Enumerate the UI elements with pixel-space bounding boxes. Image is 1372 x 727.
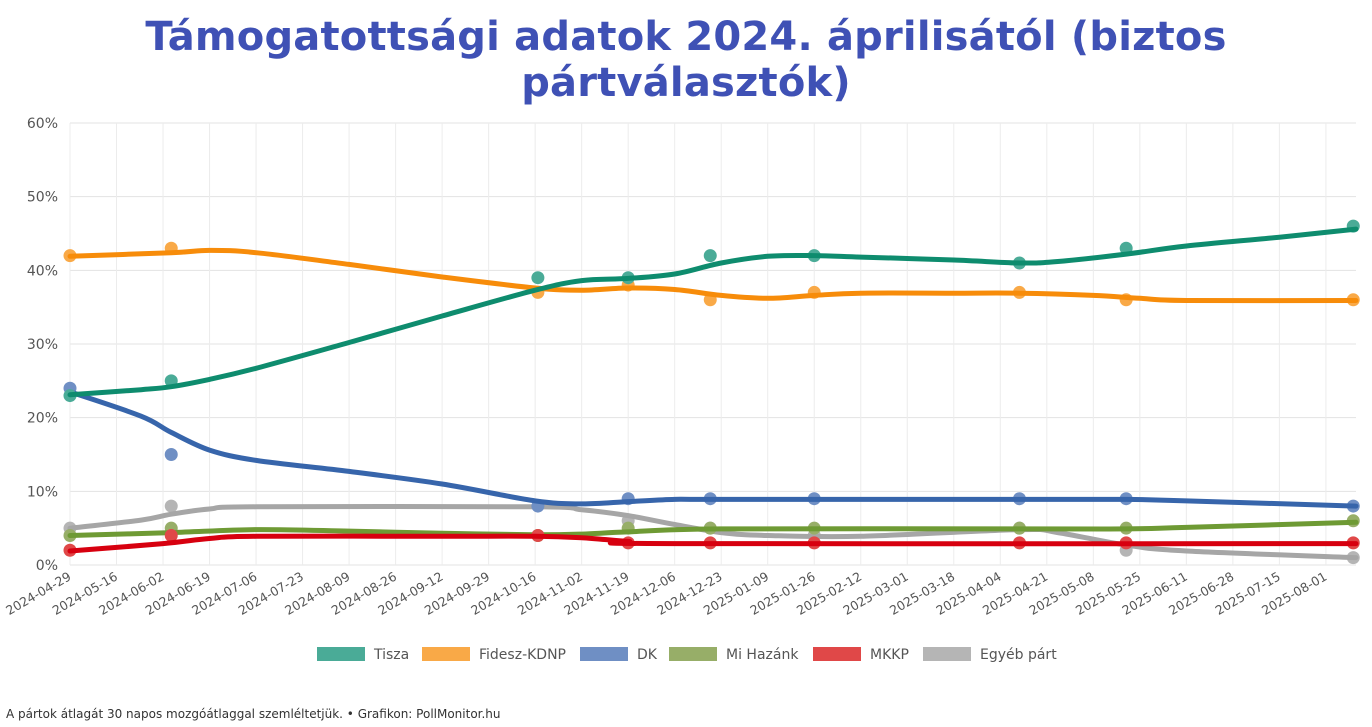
legend-label: DK bbox=[637, 647, 658, 663]
data-point-tisza[interactable] bbox=[703, 249, 717, 263]
legend-item-egy-b-p-rt[interactable]: Egyéb párt bbox=[923, 647, 1057, 663]
y-tick-label: 40% bbox=[27, 263, 58, 279]
series-mkkp bbox=[63, 529, 1360, 557]
series-dk bbox=[63, 381, 1360, 513]
legend-label: MKKP bbox=[870, 647, 909, 663]
data-point-mkkp[interactable] bbox=[164, 529, 178, 543]
series-fidesz-kdnp bbox=[63, 241, 1360, 307]
legend-swatch bbox=[317, 647, 365, 661]
y-tick-label: 20% bbox=[27, 411, 58, 427]
footer-note: A pártok átlagát 30 napos mozgóátlaggal … bbox=[6, 707, 501, 721]
data-point-tisza[interactable] bbox=[531, 271, 545, 285]
trend-line-tisza bbox=[67, 226, 1359, 398]
y-tick-label: 50% bbox=[27, 190, 58, 206]
trend-line-egy-b-p-rt bbox=[67, 503, 1359, 561]
series-lines bbox=[63, 219, 1360, 565]
legend-item-dk[interactable]: DK bbox=[580, 647, 658, 663]
data-point-egy-b-p-rt[interactable] bbox=[164, 499, 178, 513]
legend-swatch bbox=[422, 647, 470, 661]
legend-swatch bbox=[923, 647, 971, 661]
legend-item-fidesz-kdnp[interactable]: Fidesz-KDNP bbox=[422, 647, 566, 663]
legend-item-mi-haz-nk[interactable]: Mi Hazánk bbox=[669, 647, 799, 663]
y-tick-label: 0% bbox=[36, 558, 58, 574]
series-mi-haz-nk bbox=[63, 514, 1360, 543]
series-tisza bbox=[63, 219, 1360, 403]
legend-swatch bbox=[669, 647, 717, 661]
chart-title: Támogatottsági adatok 2024. áprilisától … bbox=[145, 14, 1227, 106]
y-axis-ticks: 0% 10% 20% 30% 40% 50% 60% bbox=[27, 116, 58, 574]
legend-item-mkkp[interactable]: MKKP bbox=[813, 647, 909, 663]
y-tick-label: 30% bbox=[27, 337, 58, 353]
legend-swatch bbox=[580, 647, 628, 661]
legend-label: Tisza bbox=[373, 647, 409, 663]
legend-label: Fidesz-KDNP bbox=[479, 647, 566, 663]
x-axis-ticks: 2024-04-292024-05-162024-06-022024-06-19… bbox=[3, 569, 1329, 618]
data-point-dk[interactable] bbox=[164, 448, 178, 461]
legend: Tisza Fidesz-KDNP DK Mi Hazánk MKKP Egyéb pár… bbox=[317, 647, 1057, 663]
trend-line-mkkp bbox=[67, 533, 1359, 554]
legend-swatch bbox=[813, 647, 861, 661]
y-tick-label: 10% bbox=[27, 484, 58, 500]
legend-label: Egyéb párt bbox=[980, 647, 1057, 663]
trend-line-mi-haz-nk bbox=[67, 519, 1359, 538]
legend-label: Mi Hazánk bbox=[726, 647, 799, 663]
y-tick-label: 60% bbox=[27, 116, 58, 132]
legend-item-tisza[interactable]: Tisza bbox=[317, 647, 409, 663]
trend-line-fidesz-kdnp bbox=[67, 247, 1359, 304]
trend-line-dk bbox=[67, 389, 1359, 509]
